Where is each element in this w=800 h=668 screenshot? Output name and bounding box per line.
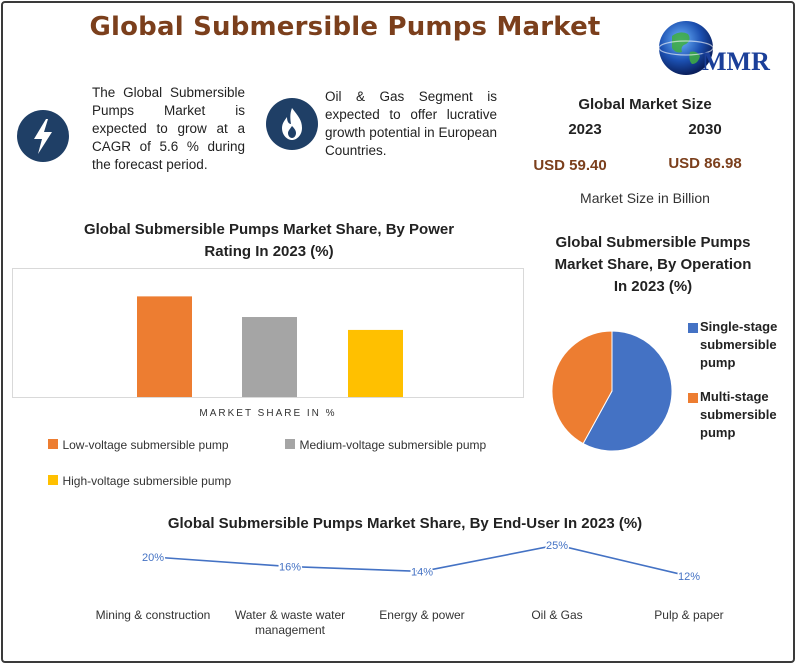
pie-chart-title: Global Submersible Pumps Market Share, B… [554,234,752,295]
line-data-label: 12% [678,571,700,583]
bar-medium-voltage [242,317,297,397]
legend-swatch [688,393,698,403]
legend-swatch [48,439,58,449]
legend-item-low-voltage: Low-voltage submersible pump [48,436,229,454]
legend-label: Multi-stage submersible pump [700,389,777,440]
market-value-2023: USD 59.40 [533,157,607,174]
pie-legend-multi-stage: Multi-stage submersible pump [688,388,792,442]
end-user-series-line [152,544,690,577]
bar-chart: MARKET SHARE IN % [12,268,524,419]
pie-legend-single-stage: Single-stage submersible pump [688,318,792,372]
legend-swatch [285,439,295,449]
line-category-label: Oil & Gas [531,608,583,622]
bar-chart-title: Global Submersible Pumps Market Share, B… [83,221,455,260]
line-category-label: Energy & power [379,608,465,622]
legend-swatch [48,475,58,485]
market-size-heading: Global Market Size [578,96,712,113]
year-2023: 2023 [568,121,602,138]
line-data-label: 25% [546,540,568,552]
pie-slice-multi-stage [551,330,613,445]
year-2030: 2030 [688,121,722,138]
bar-low-voltage [137,296,192,397]
line-chart-title: Global Submersible Pumps Market Share, B… [167,515,643,532]
logo-text: MMR [702,47,770,76]
market-value-2030: USD 86.98 [668,155,742,172]
legend-label: Medium-voltage submersible pump [299,438,487,452]
legend-label: Low-voltage submersible pump [62,438,229,452]
line-chart: 20% 16% 14% 25% 12% [140,539,701,585]
legend-item-high-voltage: High-voltage submersible pump [48,472,231,490]
growth-info-text: The Global Submersible Pumps Market is e… [92,85,245,172]
bar-x-axis-label: MARKET SHARE IN % [199,408,336,419]
legend-swatch [688,323,698,333]
page-title: Global Submersible Pumps Market [89,12,601,42]
pie-slice-single-stage [582,330,673,452]
flame-icon [266,98,318,150]
pie-chart [551,330,673,452]
market-size-note: Market Size in Billion [580,190,710,206]
legend-item-medium-voltage: Medium-voltage submersible pump [285,436,486,454]
lightning-icon [17,110,69,162]
segment-info-text: Oil & Gas Segment is expected to offer l… [325,89,497,158]
line-category-label: Pulp & paper [654,608,724,622]
line-data-label: 14% [411,566,433,578]
bar-plot-area [12,268,524,398]
line-data-label: 16% [279,562,301,574]
mmr-logo: MMR [658,21,770,76]
legend-label: Single-stage submersible pump [700,319,778,370]
line-data-label: 20% [142,552,164,564]
legend-label: High-voltage submersible pump [62,474,232,488]
line-category-label: Water & waste water management [234,608,346,637]
bar-high-voltage [348,329,403,397]
line-category-label: Mining & construction [95,608,211,622]
globe-icon [659,21,713,75]
